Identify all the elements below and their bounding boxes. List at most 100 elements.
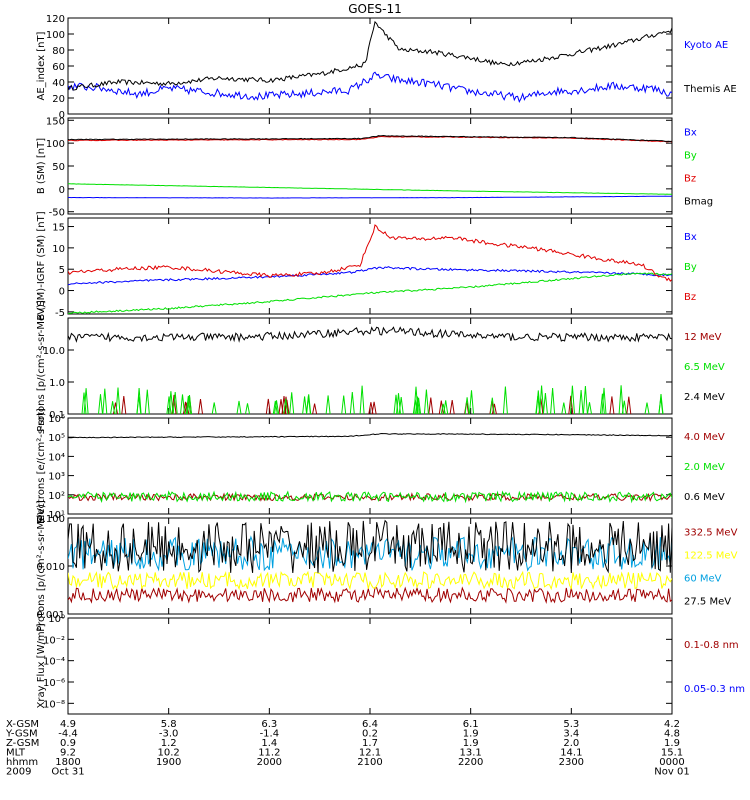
series-line-6-5-mev [341, 395, 347, 414]
y-tick-label: 100 [46, 139, 65, 150]
orbit-value: 10.2 [158, 748, 180, 759]
series-line-12-mev [198, 399, 203, 414]
series-line-12-mev [449, 400, 455, 414]
series-line-6-5-mev [587, 402, 592, 414]
series-line-12-mev [491, 403, 497, 414]
series-group [68, 519, 672, 605]
y-tick-label: 0.010 [36, 562, 65, 573]
series-line-6-5-mev [535, 396, 541, 414]
series-line-6-5-mev [502, 386, 508, 414]
orbit-value: 5.3 [563, 719, 579, 730]
orbit-value: 2200 [458, 757, 483, 768]
orbit-row-label: Y-GSM [5, 729, 38, 740]
series-line-2-0-mev [68, 490, 672, 504]
series-line-6-5-mev [236, 400, 242, 414]
panel-1: 0 20 40 60 80 100 120 AE_index [nT] Kyoto AE Them… [36, 14, 737, 121]
legend-4-0-mev: 4.0 MeV [684, 432, 725, 443]
orbit-value: 6.3 [261, 719, 277, 730]
orbit-value: 2100 [357, 757, 382, 768]
orbit-value: 14.1 [560, 748, 582, 759]
y-axis-label: B (SM)-IGRF (SM) [nT] [36, 211, 47, 320]
series-line-6-5-mev [550, 388, 556, 414]
legend-6-5-mev: 6.5 MeV [684, 362, 725, 373]
legend-27-5-mev: 27.5 MeV [684, 596, 731, 607]
series-line-6-5-mev [186, 394, 192, 414]
series-line-6-5-mev [83, 388, 89, 414]
series-group [68, 20, 672, 103]
series-line-6-5-mev [283, 398, 289, 414]
series-line-6-5-mev [469, 390, 474, 414]
panel-frame [67, 17, 673, 115]
y-tick-label: 1.0 [49, 378, 65, 389]
series-line-6-5-mev [325, 395, 331, 414]
series-line-6-5-mev [464, 397, 470, 414]
series-line-6-5-mev [144, 389, 150, 414]
series-group [68, 432, 672, 504]
legend-kyoto-ae: Kyoto AE [684, 40, 728, 51]
orbit-row-label: Z-GSM [6, 738, 39, 749]
orbit-value: 11.2 [258, 748, 280, 759]
y-tick-label: 10² [48, 491, 65, 502]
series-line-6-5-mev [618, 385, 624, 414]
orbit-value: 2000 [257, 757, 282, 768]
legend-0-6-mev: 0.6 MeV [684, 492, 725, 503]
legend-bx: Bx [684, 128, 697, 139]
y-tick-label: 120 [46, 14, 65, 25]
series-line-bz [68, 135, 672, 143]
series-line-6-5-mev [599, 393, 605, 414]
orbit-value: 4.8 [664, 729, 680, 740]
series-line-12-mev [428, 397, 434, 414]
legend-0-1-0-8-nm: 0.1-0.8 nm [684, 640, 739, 651]
y-tick-label: 10⁵ [48, 433, 65, 444]
panel-frame [67, 117, 673, 215]
series-line-6-5-mev [172, 392, 178, 414]
series-line-332-5-mev [68, 586, 672, 605]
series-line-27-5-mev [68, 519, 672, 574]
y-tick-label: 10⁶ [48, 414, 65, 425]
series-line-6-5-mev [211, 402, 217, 414]
y-tick-label: 50 [52, 162, 65, 173]
start-date: Oct 31 [51, 767, 84, 778]
legend-2-0-mev: 2.0 MeV [684, 462, 725, 473]
series-line-6-5-mev [423, 389, 429, 414]
legend-0-05-0-3-nm: 0.05-0.3 nm [684, 684, 745, 695]
panel-2: -50 0 50 100 150 B (SM) [nT] Bx By Bz Bmag [36, 116, 713, 218]
series-group [68, 134, 672, 199]
series-line-6-5-mev [98, 394, 103, 414]
y-tick-label: 10⁰ [48, 614, 65, 625]
series-line-12-mev [609, 396, 615, 414]
series-line-12-mev [371, 401, 377, 414]
series-line-12-mev [121, 396, 127, 414]
series-line-6-5-mev [168, 391, 174, 414]
series-line-6-5-mev [644, 402, 650, 414]
series-line-6-5-mev [110, 401, 116, 414]
y-axis-label: B (SM) [nT] [36, 138, 47, 194]
legend-bx: Bx [684, 232, 697, 243]
y-tick-label: 5 [59, 265, 65, 276]
series-line-6-5-mev [415, 396, 420, 414]
legend-by: By [684, 151, 697, 162]
year-label: 2009 [6, 767, 31, 778]
series-line-6-5-mev [569, 385, 575, 414]
orbit-value: 1.7 [362, 738, 378, 749]
series-line-6-5-mev [582, 385, 588, 414]
legend-12-mev: 12 MeV [684, 332, 722, 343]
series-line-122-5-mev [68, 570, 672, 591]
legend-bz: Bz [684, 292, 696, 303]
orbit-value: 1.4 [261, 738, 277, 749]
orbit-value: 1800 [55, 757, 80, 768]
y-tick-label: 10⁻⁸ [43, 699, 65, 710]
series-line-12-mev [281, 395, 287, 414]
orbit-value: 13.1 [460, 748, 482, 759]
plot-title: GOES-11 [348, 2, 402, 16]
series-line-2-4-mev [68, 326, 672, 343]
series-line-0-6-mev [68, 432, 672, 439]
series-line-6-5-mev [542, 393, 548, 414]
legend-bz: Bz [684, 173, 696, 184]
series-line-12-mev [312, 403, 318, 414]
series-line-6-5-mev [274, 400, 280, 414]
